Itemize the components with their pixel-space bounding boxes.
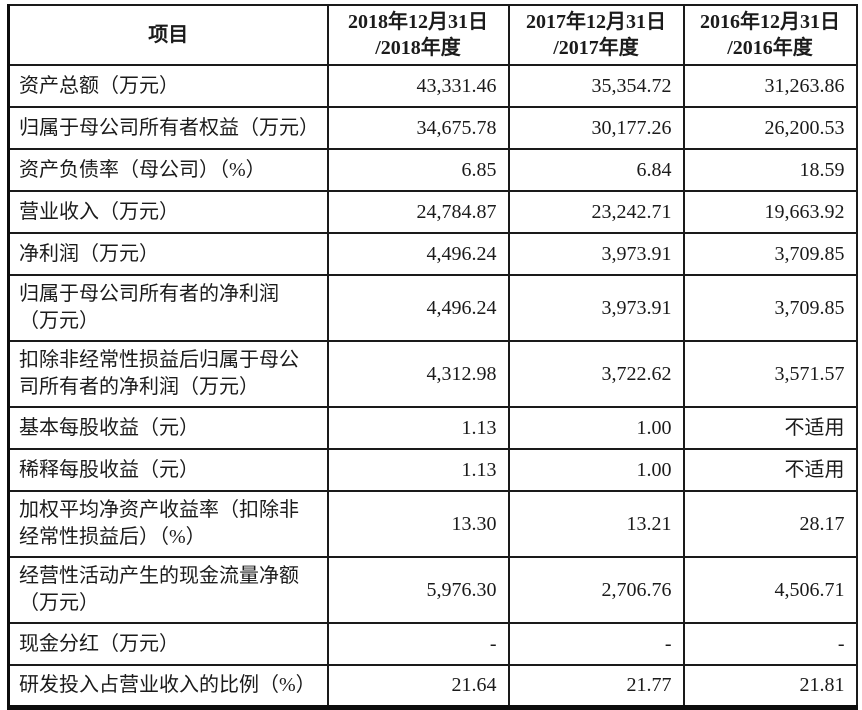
row-label: 资产负债率（母公司）（%） — [7, 148, 329, 192]
row-label: 资产总额（万元） — [7, 64, 329, 108]
row-value-2018: 43,331.46 — [326, 64, 510, 108]
row-value-2016: 3,709.85 — [682, 232, 858, 276]
table-row-diluted-eps: 稀释每股收益（元） 1.13 1.00 不适用 — [7, 448, 858, 492]
row-value-2016: 21.81 — [682, 664, 858, 708]
row-label: 经营性活动产生的现金流量净额 （万元） — [7, 556, 329, 624]
row-value-2018: 24,784.87 — [326, 190, 510, 234]
row-label: 稀释每股收益（元） — [7, 448, 329, 492]
header-col-2016-year: /2016年度 — [727, 37, 813, 59]
table-row-rd-ratio: 研发投入占营业收入的比例（%） 21.64 21.77 21.81 — [7, 664, 858, 708]
row-value-2017: 30,177.26 — [507, 106, 685, 150]
row-label: 基本每股收益（元） — [7, 406, 329, 450]
header-col-2017-year: /2017年度 — [553, 37, 639, 59]
row-value-2017: 1.00 — [507, 448, 685, 492]
header-col-2016: 2016年12月31日 /2016年度 — [682, 4, 858, 66]
row-label: 现金分红（万元） — [7, 622, 329, 666]
row-value-2017: 2,706.76 — [507, 556, 685, 624]
table-row-parent-net-profit: 归属于母公司所有者的净利润 （万元） 4,496.24 3,973.91 3,7… — [7, 274, 858, 342]
row-value-2017: 3,722.62 — [507, 340, 685, 408]
table-row-net-profit: 净利润（万元） 4,496.24 3,973.91 3,709.85 — [7, 232, 858, 276]
header-col-2018-year: /2018年度 — [375, 37, 461, 59]
row-value-2018: 21.64 — [326, 664, 510, 708]
header-col-2016-date: 2016年12月31日 — [700, 11, 840, 33]
row-value-2017: - — [507, 622, 685, 666]
header-item: 项目 — [7, 4, 329, 66]
row-value-2016: 3,709.85 — [682, 274, 858, 342]
row-value-2016: 3,571.57 — [682, 340, 858, 408]
row-value-2017: 3,973.91 — [507, 232, 685, 276]
row-label: 营业收入（万元） — [7, 190, 329, 234]
row-value-2016: 4,506.71 — [682, 556, 858, 624]
header-col-2018: 2018年12月31日 /2018年度 — [326, 4, 510, 66]
table-row-debt-ratio: 资产负债率（母公司）（%） 6.85 6.84 18.59 — [7, 148, 858, 192]
table-row-operating-cash-flow: 经营性活动产生的现金流量净额 （万元） 5,976.30 2,706.76 4,… — [7, 556, 858, 624]
row-value-2018: 34,675.78 — [326, 106, 510, 150]
row-value-2018: 6.85 — [326, 148, 510, 192]
header-col-2017-date: 2017年12月31日 — [526, 11, 666, 33]
row-value-2016: 不适用 — [682, 406, 858, 450]
row-value-2017: 35,354.72 — [507, 64, 685, 108]
row-value-2018: - — [326, 622, 510, 666]
row-value-2017: 23,242.71 — [507, 190, 685, 234]
table-row-net-profit-excl-nonrecurring: 扣除非经常性损益后归属于母公 司所有者的净利润（万元） 4,312.98 3,7… — [7, 340, 858, 408]
header-col-2018-date: 2018年12月31日 — [348, 11, 488, 33]
header-row: 项目 2018年12月31日 /2018年度 2017年12月31日 /2017… — [7, 4, 858, 66]
row-value-2016: 26,200.53 — [682, 106, 858, 150]
row-value-2017: 21.77 — [507, 664, 685, 708]
row-label: 研发投入占营业收入的比例（%） — [7, 664, 329, 708]
row-value-2017: 3,973.91 — [507, 274, 685, 342]
table-row-basic-eps: 基本每股收益（元） 1.13 1.00 不适用 — [7, 406, 858, 450]
row-value-2016: 18.59 — [682, 148, 858, 192]
table-row-revenue: 营业收入（万元） 24,784.87 23,242.71 19,663.92 — [7, 190, 858, 234]
row-value-2018: 4,496.24 — [326, 232, 510, 276]
table-row-total-assets: 资产总额（万元） 43,331.46 35,354.72 31,263.86 — [7, 64, 858, 108]
row-value-2018: 5,976.30 — [326, 556, 510, 624]
row-label: 净利润（万元） — [7, 232, 329, 276]
row-value-2016: 19,663.92 — [682, 190, 858, 234]
row-value-2016: 31,263.86 — [682, 64, 858, 108]
row-value-2017: 1.00 — [507, 406, 685, 450]
row-value-2018: 13.30 — [326, 490, 510, 558]
row-value-2016: 28.17 — [682, 490, 858, 558]
table-row-weighted-roe: 加权平均净资产收益率（扣除非 经常性损益后）（%） 13.30 13.21 28… — [7, 490, 858, 558]
row-value-2016: - — [682, 622, 858, 666]
table-row-cash-dividend: 现金分红（万元） - - - — [7, 622, 858, 666]
row-value-2018: 1.13 — [326, 406, 510, 450]
header-col-2017: 2017年12月31日 /2017年度 — [507, 4, 685, 66]
row-value-2017: 13.21 — [507, 490, 685, 558]
row-label: 归属于母公司所有者权益（万元） — [7, 106, 329, 150]
row-value-2018: 4,312.98 — [326, 340, 510, 408]
row-value-2018: 1.13 — [326, 448, 510, 492]
row-value-2017: 6.84 — [507, 148, 685, 192]
row-value-2018: 4,496.24 — [326, 274, 510, 342]
financial-summary-table: 项目 2018年12月31日 /2018年度 2017年12月31日 /2017… — [7, 4, 858, 710]
row-label: 归属于母公司所有者的净利润 （万元） — [7, 274, 329, 342]
table-row-parent-equity: 归属于母公司所有者权益（万元） 34,675.78 30,177.26 26,2… — [7, 106, 858, 150]
row-label: 扣除非经常性损益后归属于母公 司所有者的净利润（万元） — [7, 340, 329, 408]
row-label: 加权平均净资产收益率（扣除非 经常性损益后）（%） — [7, 490, 329, 558]
row-value-2016: 不适用 — [682, 448, 858, 492]
